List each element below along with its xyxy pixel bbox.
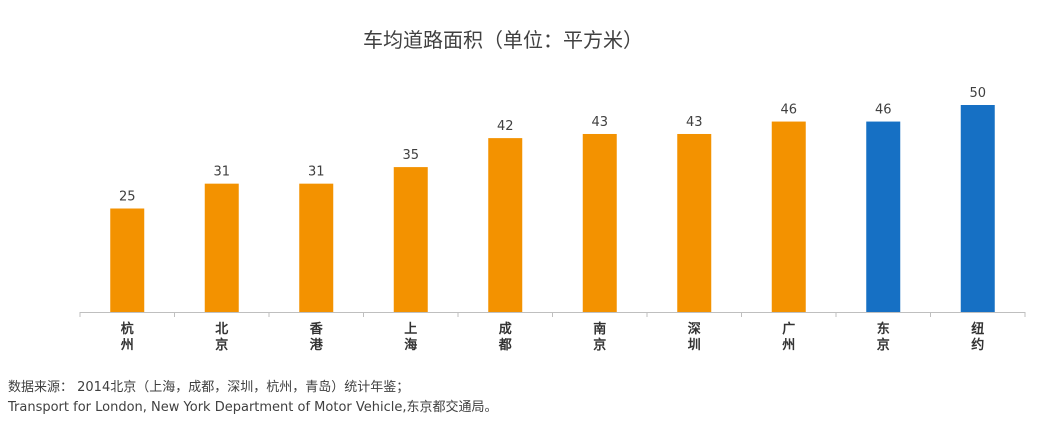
category-label-9-0: 纽 (971, 321, 984, 337)
bar-8 (866, 121, 901, 312)
data-label-4: 42 (497, 119, 514, 134)
data-label-1: 31 (213, 165, 230, 180)
data-label-9: 50 (969, 86, 986, 101)
category-label-3-1: 海 (404, 337, 417, 353)
bar-1 (204, 183, 239, 312)
category-label-7-1: 州 (781, 338, 795, 353)
bar-2 (299, 183, 334, 312)
bar-3 (393, 167, 428, 312)
data-label-3: 35 (402, 148, 419, 163)
data-label-6: 43 (686, 115, 703, 130)
bar-6 (677, 133, 712, 312)
data-label-0: 25 (119, 190, 136, 205)
data-label-7: 46 (780, 103, 797, 118)
category-label-0-1: 州 (120, 338, 134, 353)
bar-4 (488, 138, 523, 312)
bar-7 (771, 121, 806, 312)
data-label-8: 46 (875, 103, 892, 118)
category-label-9-1: 约 (971, 337, 984, 353)
category-label-7-0: 广 (782, 321, 795, 337)
category-label-2-1: 港 (310, 337, 324, 353)
category-label-3-0: 上 (404, 322, 417, 337)
source-line-1: 数据来源： 2014北京（上海，成都，深圳，杭州，青岛）统计年鉴； (8, 380, 410, 395)
category-label-8-1: 京 (877, 337, 890, 353)
source-note: 数据来源： 2014北京（上海，成都，深圳，杭州，青岛）统计年鉴； Transp… (8, 378, 498, 418)
bar-0 (110, 208, 145, 312)
data-label-2: 31 (308, 165, 325, 180)
data-labels-group: 25 31 31 35 42 43 43 46 46 50 (119, 86, 986, 205)
source-line-2: Transport for London, New York Departmen… (8, 400, 498, 415)
category-label-4-1: 都 (498, 337, 512, 353)
category-label-5-1: 京 (593, 337, 606, 353)
category-label-2-0: 香 (309, 321, 324, 337)
category-label-1-1: 京 (215, 337, 228, 353)
category-label-8-0: 东 (877, 321, 890, 337)
category-label-5-0: 南 (593, 321, 606, 337)
category-label-1-0: 北 (215, 322, 228, 337)
x-axis (79, 312, 1026, 317)
category-label-0-0: 杭 (121, 321, 134, 337)
bar-9 (960, 105, 995, 312)
category-label-6-0: 深 (688, 321, 701, 337)
bar-5 (582, 133, 617, 312)
bars-group (110, 105, 995, 312)
category-label-4-0: 成 (499, 321, 512, 337)
data-label-5: 43 (591, 115, 608, 130)
category-label-6-1: 圳 (688, 337, 701, 353)
chart-title: 车均道路面积（单位：平方米） (363, 28, 643, 52)
